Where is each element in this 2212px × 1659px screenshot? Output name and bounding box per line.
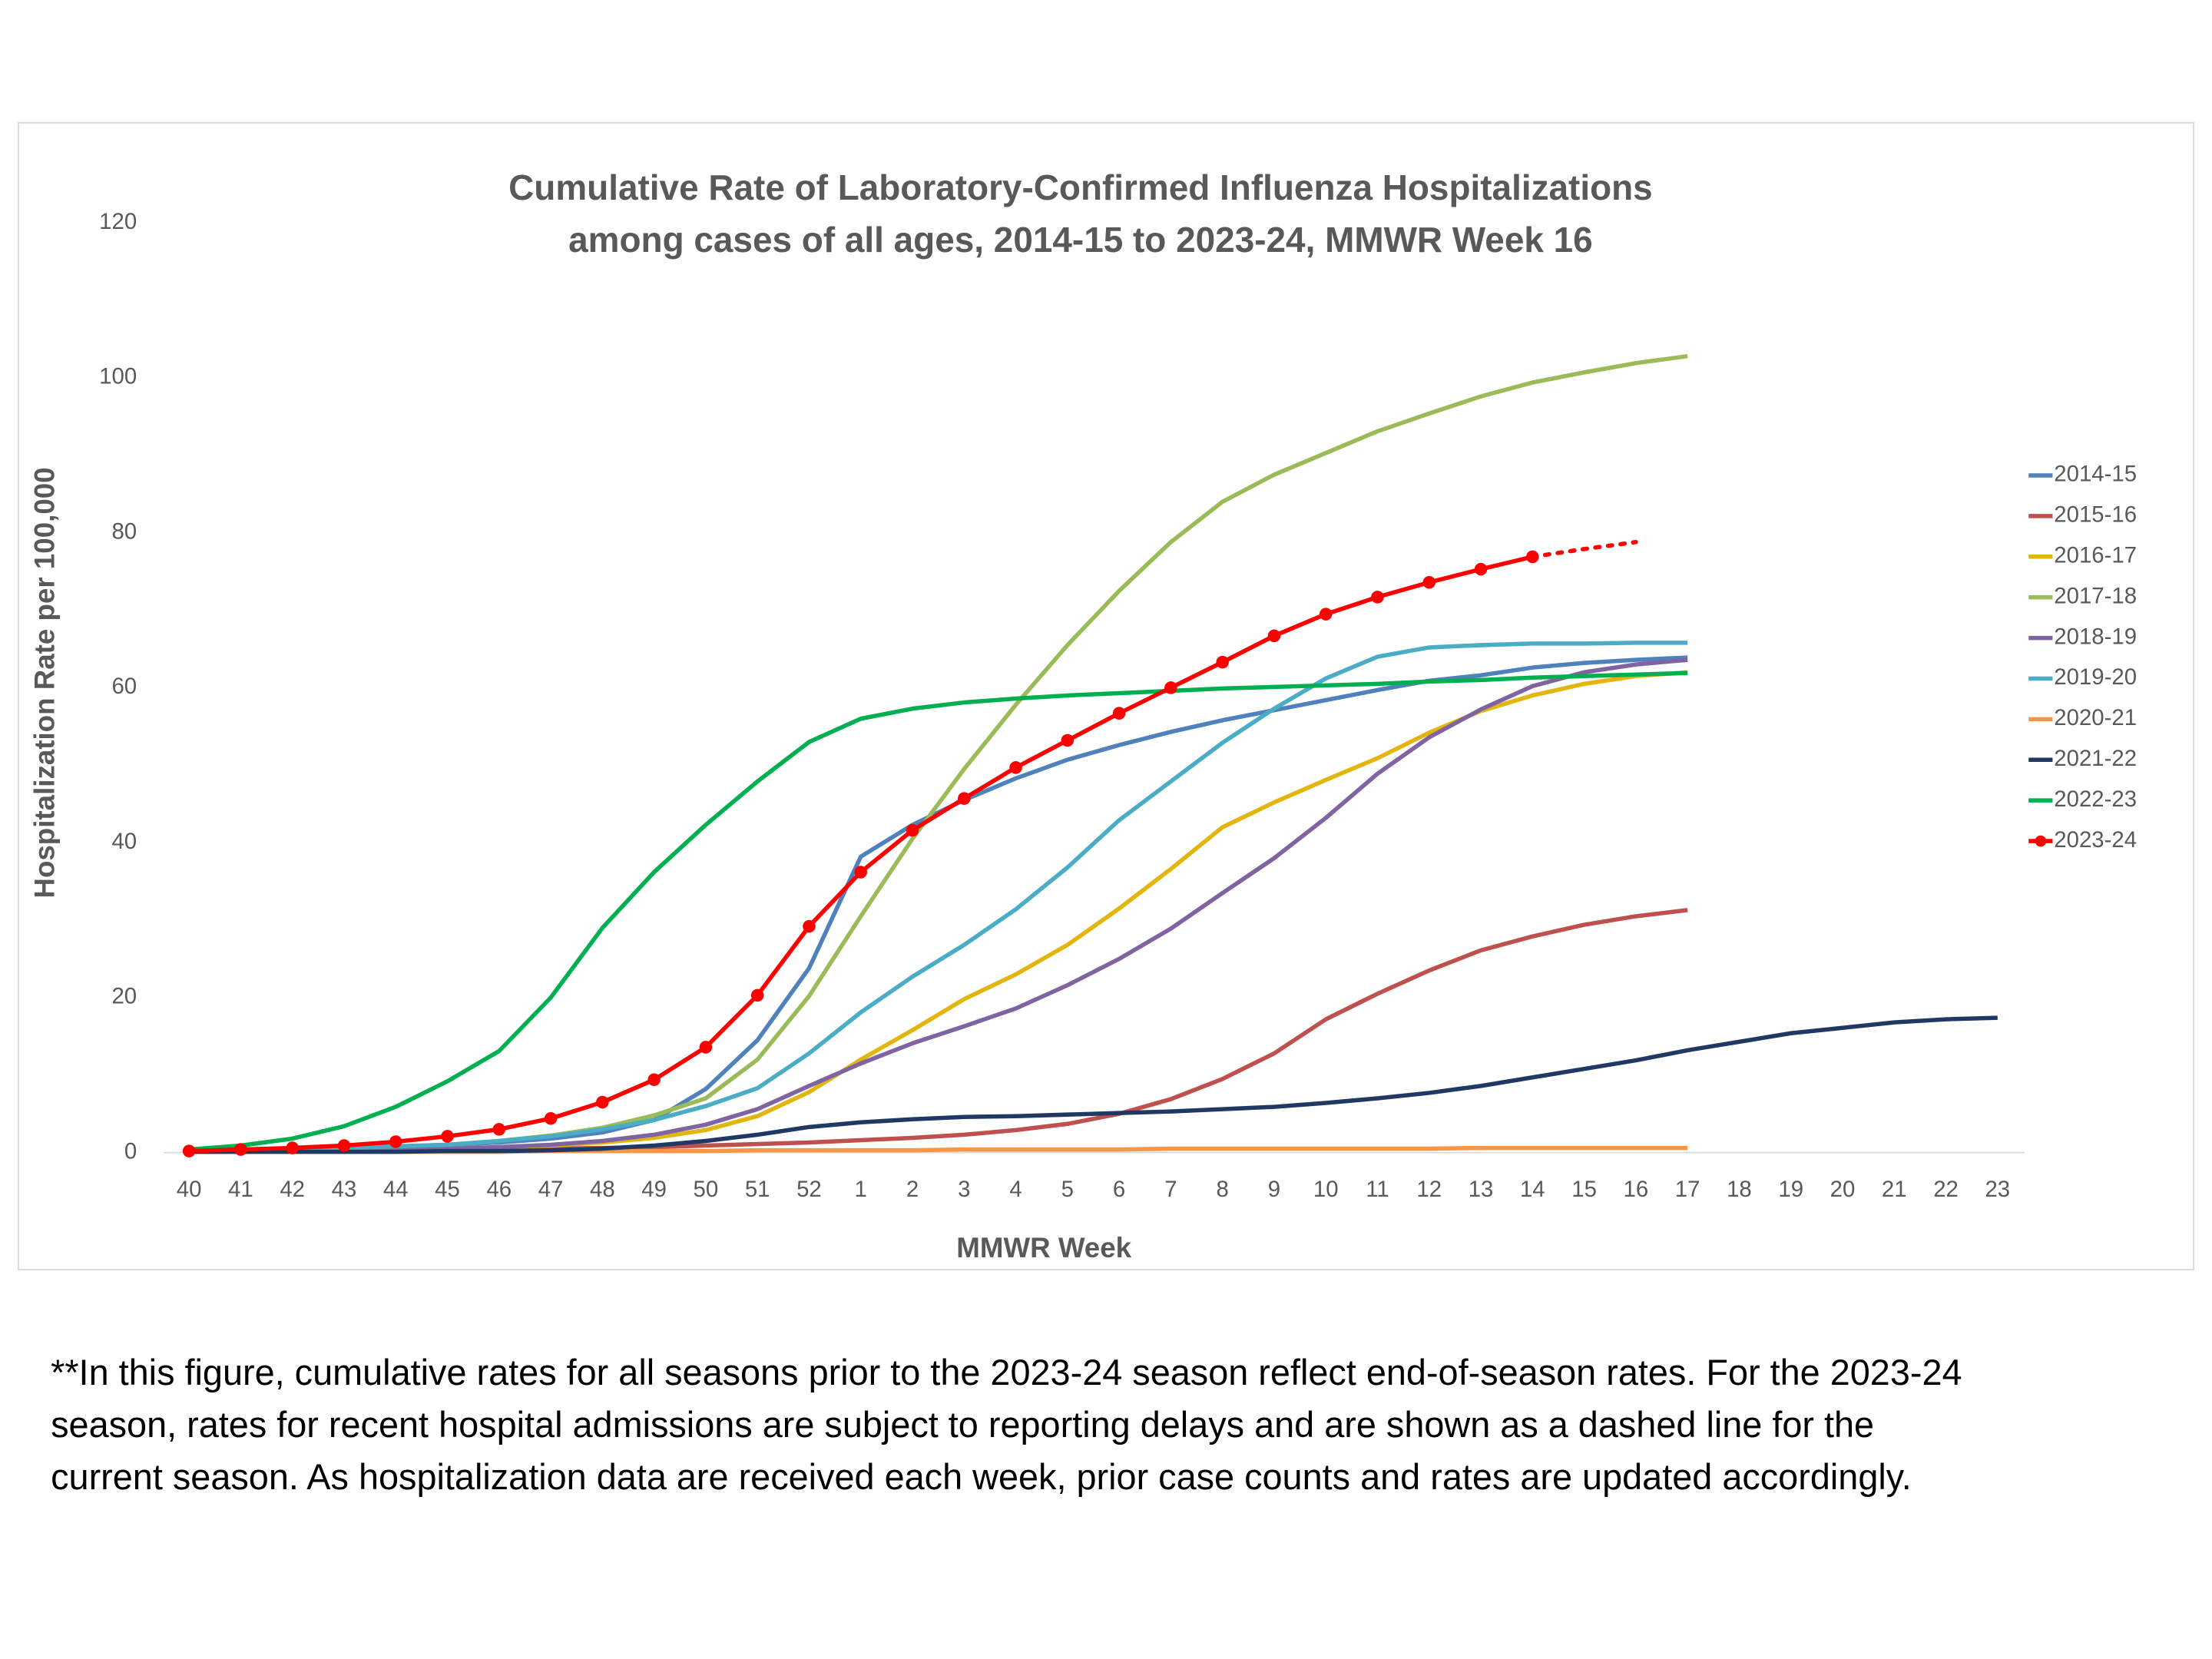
y-tick-label: 60 [111, 674, 137, 699]
point [906, 823, 919, 837]
x-tick-label: 6 [1113, 1177, 1125, 1202]
legend-label: 2022-23 [2054, 786, 2137, 812]
point [699, 1041, 713, 1054]
point [182, 1144, 196, 1157]
x-tick-label: 43 [332, 1177, 357, 1202]
x-tick-label: 4 [1009, 1177, 1022, 1202]
legend-label: 2019-20 [2054, 664, 2137, 690]
x-tick-label: 20 [1830, 1177, 1856, 1202]
point [286, 1141, 299, 1154]
point [1216, 655, 1229, 669]
point [389, 1135, 402, 1148]
x-axis-title: MMWR Week [956, 1232, 1131, 1263]
x-tick-label: 44 [383, 1177, 409, 1202]
point [337, 1139, 351, 1152]
point [647, 1073, 661, 1087]
y-tick-label: 0 [124, 1138, 137, 1164]
point [1267, 629, 1281, 643]
point [1319, 608, 1333, 621]
point [1009, 761, 1022, 774]
legend-label: 2021-22 [2054, 746, 2137, 771]
x-tick-label: 1 [855, 1177, 867, 1202]
point [803, 919, 816, 933]
series-line [189, 1015, 1998, 1154]
x-tick-label: 52 [796, 1177, 822, 1202]
legend-label: 2023-24 [2054, 827, 2137, 853]
legend-marker [2035, 835, 2047, 847]
y-tick-label: 120 [99, 209, 137, 234]
legend-label: 2018-19 [2054, 624, 2137, 649]
x-tick-label: 11 [1366, 1177, 1389, 1202]
point [750, 988, 764, 1002]
x-tick-label: 42 [280, 1177, 305, 1202]
x-tick-label: 5 [1061, 1177, 1074, 1202]
point [492, 1123, 506, 1136]
point [1474, 562, 1488, 576]
series-line [188, 671, 1688, 1152]
x-tick-label: 18 [1727, 1177, 1752, 1202]
x-tick-label: 21 [1882, 1177, 1907, 1202]
y-axis-title: Hospitalization Rate per 100,000 [28, 467, 60, 898]
chart-title: Cumulative Rate of Laboratory-Confirmed … [508, 167, 1653, 207]
series-line [189, 657, 1688, 1154]
y-tick-label: 100 [99, 364, 137, 389]
footnote: **In this figure, cumulative rates for a… [51, 1353, 1962, 1392]
footnote: season, rates for recent hospital admiss… [51, 1405, 1874, 1445]
legend-label: 2020-21 [2054, 705, 2137, 730]
x-tick-label: 22 [1933, 1177, 1959, 1202]
point [1164, 681, 1177, 694]
x-tick-label: 3 [958, 1177, 970, 1202]
series-line [189, 641, 1688, 1153]
provisional-line [1530, 540, 1638, 559]
footnote: current season. As hospitalization data … [51, 1457, 1912, 1497]
x-tick-label: 14 [1520, 1177, 1545, 1202]
x-tick-label: 10 [1313, 1177, 1339, 1202]
y-tick-label: 40 [111, 829, 137, 854]
x-tick-label: 49 [641, 1177, 667, 1202]
legend-label: 2014-15 [2054, 462, 2137, 487]
chart-title: among cases of all ages, 2014-15 to 2023… [568, 220, 1593, 260]
y-tick-label: 20 [111, 984, 137, 1009]
point [1112, 707, 1126, 720]
chart-frame [17, 121, 2195, 1270]
point [441, 1130, 454, 1143]
x-tick-label: 16 [1624, 1177, 1649, 1202]
x-tick-label: 23 [1985, 1177, 2010, 1202]
point [1422, 575, 1436, 589]
x-tick-label: 7 [1164, 1177, 1177, 1202]
x-tick-label: 50 [694, 1177, 719, 1202]
legend-label: 2015-16 [2054, 502, 2137, 528]
x-tick-label: 41 [228, 1177, 253, 1202]
point [544, 1111, 558, 1125]
point [854, 866, 867, 879]
x-tick-label: 2 [906, 1177, 919, 1202]
x-tick-label: 48 [590, 1177, 615, 1202]
y-tick-label: 80 [111, 518, 137, 544]
x-tick-label: 9 [1268, 1177, 1280, 1202]
x-tick-label: 45 [435, 1177, 460, 1202]
x-tick-label: 51 [745, 1177, 770, 1202]
x-tick-label: 13 [1469, 1177, 1494, 1202]
point [1371, 591, 1384, 604]
point [596, 1095, 609, 1109]
point [1061, 733, 1075, 747]
legend-label: 2017-18 [2054, 583, 2137, 608]
x-tick-label: 47 [538, 1177, 564, 1202]
point [1526, 550, 1539, 564]
x-tick-label: 8 [1216, 1177, 1228, 1202]
x-tick-label: 15 [1571, 1177, 1597, 1202]
x-tick-label: 19 [1778, 1177, 1803, 1202]
x-tick-label: 12 [1416, 1177, 1442, 1202]
point [234, 1143, 247, 1156]
x-tick-label: 46 [486, 1177, 512, 1202]
x-tick-label: 40 [177, 1177, 202, 1202]
x-tick-label: 17 [1675, 1177, 1700, 1202]
point [958, 792, 971, 805]
legend-label: 2016-17 [2054, 543, 2137, 568]
